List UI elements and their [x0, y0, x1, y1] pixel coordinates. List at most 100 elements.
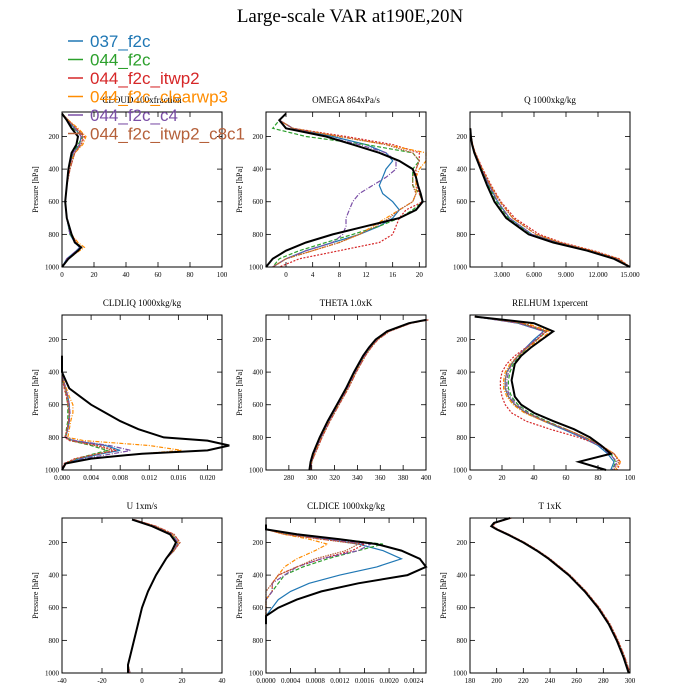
series-line-044_f2c_itwp2_c8c1 — [61, 355, 114, 471]
y-tick-label: 200 — [457, 133, 468, 141]
panel-frame — [61, 111, 223, 268]
x-tick-label: 0 — [60, 271, 64, 279]
y-tick-label: 600 — [457, 401, 468, 409]
legend-label: 037_f2c — [90, 32, 151, 51]
y-tick-label: 800 — [49, 637, 60, 645]
x-tick-label: 20 — [416, 271, 424, 279]
y-tick-label: 800 — [457, 637, 468, 645]
y-tick-label: 400 — [253, 166, 264, 174]
y-axis-label: Pressure [hPa] — [31, 572, 40, 619]
panel-4: THETA 1.0xK 200 400 600 800 1000 280 300 320 340 3… — [235, 298, 432, 482]
x-tick-label: 40 — [219, 677, 227, 685]
series-line-ref — [308, 318, 427, 471]
x-tick-label: 60 — [155, 271, 163, 279]
series-line-044_f2c_c4 — [127, 519, 179, 674]
x-tick-label: 0.016 — [170, 474, 186, 482]
series-line-044_f2c_itwp2 — [265, 524, 367, 625]
x-tick-label: 6.000 — [526, 271, 542, 279]
x-tick-label: 9.000 — [558, 271, 574, 279]
x-tick-label: 240 — [545, 677, 556, 685]
panel-title: CLOUD 100xfraction — [102, 95, 182, 105]
series-line-044_f2c_itwp2 — [474, 316, 622, 471]
panel-title: CLDLIQ 1000xkg/kg — [103, 298, 182, 308]
x-tick-label: 200 — [491, 677, 502, 685]
y-tick-label: 400 — [253, 369, 264, 377]
y-tick-label: 1000 — [453, 670, 468, 678]
y-tick-label: 400 — [457, 369, 468, 377]
x-tick-label: 0.0000 — [256, 677, 276, 685]
y-tick-label: 200 — [49, 336, 60, 344]
x-tick-label: 20 — [179, 677, 187, 685]
x-tick-label: 380 — [398, 474, 409, 482]
series-line-044_f2c — [490, 517, 630, 674]
x-tick-label: 0.008 — [112, 474, 128, 482]
x-tick-label: 8 — [338, 271, 342, 279]
series-line-044_f2c_clearwp3 — [127, 519, 179, 674]
x-tick-label: 80 — [187, 271, 195, 279]
series-line-044_f2c_c4 — [474, 316, 618, 471]
y-tick-label: 200 — [253, 539, 264, 547]
y-tick-label: 600 — [253, 401, 264, 409]
y-tick-label: 200 — [253, 336, 264, 344]
series-line-044_f2c_itwp2_c8c1 — [310, 319, 429, 471]
x-tick-label: 0.004 — [83, 474, 99, 482]
x-tick-label: 100 — [217, 271, 228, 279]
legend-label: 044_f2c_c4 — [90, 106, 178, 125]
series-line-044_f2c_c4 — [490, 517, 630, 674]
x-tick-label: 300 — [625, 677, 636, 685]
x-tick-label: 400 — [421, 474, 432, 482]
series-line-044_f2c_c4 — [310, 319, 428, 471]
panel-6: U 1xm/s 200 400 600 800 1000-40 -20 0 20 40 Pressu… — [31, 501, 226, 685]
y-axis-label: Pressure [hPa] — [439, 166, 448, 213]
y-tick-label: 800 — [49, 434, 60, 442]
y-tick-label: 600 — [49, 198, 60, 206]
y-tick-label: 800 — [457, 434, 468, 442]
panel-frame — [265, 111, 427, 268]
x-tick-label: 12 — [363, 271, 371, 279]
x-tick-label: 16 — [389, 271, 397, 279]
y-tick-label: 200 — [253, 133, 264, 141]
series-line-037_f2c — [61, 355, 121, 471]
series-line-044_f2c — [310, 319, 428, 471]
y-tick-label: 1000 — [453, 264, 468, 272]
x-tick-label: 3.000 — [494, 271, 510, 279]
x-tick-label: 20 — [499, 474, 507, 482]
series-line-ref — [474, 315, 613, 471]
series-line-044_f2c_itwp2_c8c1 — [474, 316, 620, 471]
series-line-044_f2c_itwp2 — [310, 319, 429, 471]
panel-2: Q 1000xkg/kg 200 400 600 800 1000 3.000 6.000 9.… — [439, 95, 640, 279]
series-line-044_f2c — [127, 519, 179, 674]
y-tick-label: 800 — [253, 434, 264, 442]
y-axis-label: Pressure [hPa] — [439, 572, 448, 619]
series-line-ref — [469, 128, 631, 268]
series-line-044_f2c_itwp2_c8c1 — [272, 113, 420, 268]
series-line-044_f2c_itwp2_c8c1 — [491, 517, 631, 674]
series-line-037_f2c — [272, 113, 401, 268]
y-tick-label: 800 — [49, 231, 60, 239]
x-tick-label: 280 — [598, 677, 609, 685]
series-line-044_f2c_c4 — [265, 524, 373, 625]
y-axis-label: Pressure [hPa] — [235, 572, 244, 619]
x-tick-label: 15.000 — [620, 271, 640, 279]
y-tick-label: 600 — [457, 604, 468, 612]
panel-title: Q 1000xkg/kg — [524, 95, 576, 105]
x-tick-label: 0.012 — [141, 474, 157, 482]
y-tick-label: 400 — [49, 572, 60, 580]
y-tick-label: 200 — [457, 336, 468, 344]
y-tick-label: 200 — [49, 539, 60, 547]
panel-title: CLDICE 1000xkg/kg — [307, 501, 385, 511]
y-tick-label: 400 — [49, 166, 60, 174]
x-tick-label: 360 — [375, 474, 386, 482]
x-tick-label: 0.0004 — [281, 677, 301, 685]
y-tick-label: 400 — [457, 166, 468, 174]
legend-label: 044_f2c_itwp2 — [90, 69, 200, 88]
y-tick-label: 400 — [49, 369, 60, 377]
panel-frame — [265, 314, 427, 471]
y-tick-label: 1000 — [45, 467, 60, 475]
x-tick-label: 0 — [468, 474, 472, 482]
legend-label: 044_f2c_itwp2_c8c1 — [90, 125, 245, 144]
x-tick-label: 220 — [518, 677, 529, 685]
x-tick-label: 0.0016 — [355, 677, 375, 685]
y-axis-label: Pressure [hPa] — [235, 166, 244, 213]
x-tick-label: 80 — [595, 474, 603, 482]
